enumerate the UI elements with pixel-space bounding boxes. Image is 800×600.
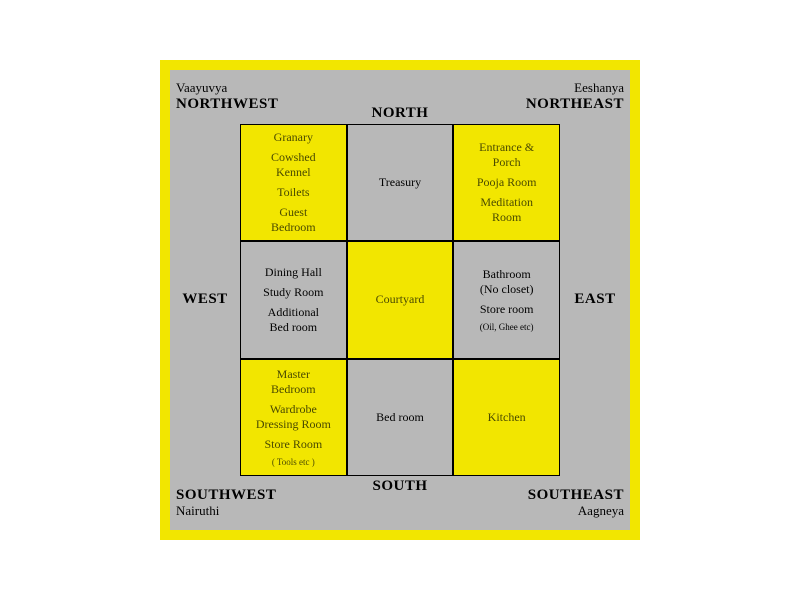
cell-line: Store room [480, 302, 534, 317]
cell-north: Treasury [347, 124, 454, 241]
vastu-grid: Vaayuvya NORTHWEST NORTH Eeshanya NORTHE… [170, 70, 630, 530]
corner-northeast: Eeshanya NORTHEAST [560, 70, 630, 124]
vastu-frame: Vaayuvya NORTHWEST NORTH Eeshanya NORTHE… [160, 60, 640, 540]
corner-sanskrit: Vaayuvya [176, 81, 227, 96]
cell-line: Kitchen [488, 410, 526, 425]
cell-line: Toilets [277, 185, 310, 200]
cell-line: Study Room [263, 285, 323, 300]
cell-center: Courtyard [347, 241, 454, 358]
cell-line: Pooja Room [477, 175, 537, 190]
side-south: SOUTH [240, 476, 560, 530]
corner-sanskrit: Aagneya [578, 504, 624, 519]
cell-line: Meditation Room [480, 195, 533, 225]
cell-south: Bed room [347, 359, 454, 476]
cell-line: Additional Bed room [268, 305, 319, 335]
corner-direction: SOUTHEAST [528, 487, 624, 504]
corner-sanskrit: Nairuthi [176, 504, 219, 519]
cell-line: Guest Bedroom [271, 205, 316, 235]
cell-line: Bed room [376, 410, 424, 425]
cell-line: Entrance & Porch [479, 140, 534, 170]
cell-subline: (Oil, Ghee etc) [480, 322, 534, 333]
corner-direction: NORTHEAST [526, 96, 624, 113]
side-west: WEST [170, 124, 240, 476]
side-north: NORTH [240, 70, 560, 124]
cell-southwest: Master Bedroom Wardrobe Dressing Room Stor… [240, 359, 347, 476]
cell-line: Cowshed Kennel [271, 150, 316, 180]
corner-sanskrit: Eeshanya [574, 81, 624, 96]
cell-east: Bathroom (No closet) Store room (Oil, Ghee… [453, 241, 560, 358]
side-label: SOUTH [372, 478, 427, 495]
cell-west: Dining Hall Study Room Additional Bed room [240, 241, 347, 358]
cell-northeast: Entrance & Porch Pooja Room Meditation Roo… [453, 124, 560, 241]
cell-southeast: Kitchen [453, 359, 560, 476]
cell-line: Courtyard [376, 292, 425, 307]
cell-line: Wardrobe Dressing Room [256, 402, 331, 432]
corner-northwest: Vaayuvya NORTHWEST [170, 70, 240, 124]
cell-subline: ( Tools etc ) [272, 457, 315, 468]
cell-line: Dining Hall [265, 265, 322, 280]
cell-line: Master Bedroom [271, 367, 316, 397]
corner-southeast: SOUTHEAST Aagneya [560, 476, 630, 530]
cell-line: Treasury [379, 175, 421, 190]
side-label: EAST [574, 291, 615, 308]
cell-northwest: Granary Cowshed Kennel Toilets Guest Bedroo… [240, 124, 347, 241]
cell-line: Bathroom (No closet) [480, 267, 534, 297]
corner-southwest: SOUTHWEST Nairuthi [170, 476, 240, 530]
side-label: WEST [182, 291, 227, 308]
cell-line: Granary [274, 130, 313, 145]
side-east: EAST [560, 124, 630, 476]
cell-line: Store Room [264, 437, 322, 452]
side-label: NORTH [372, 105, 429, 122]
